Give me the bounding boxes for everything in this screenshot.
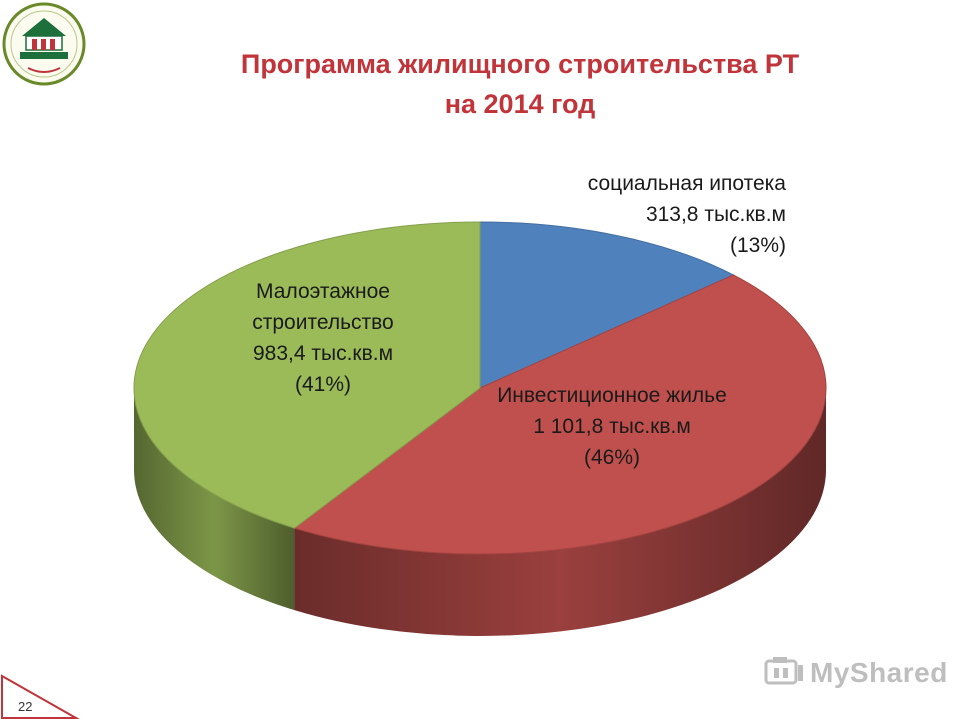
title-line-1: Программа жилищного строительства РТ [240,49,800,79]
slide-number: 22 [0,672,80,720]
pie-label-0-line-2: (13%) [730,234,786,257]
pie-side-1 [294,388,826,636]
pie-label-2-line-2: 983,4 тыс.кв.м [253,342,393,365]
title-line-2: на 2014 год [444,89,596,119]
chart-title: Программа жилищного строительства РТ на … [120,44,920,124]
watermark-text: MyShared [810,657,948,688]
pie-label-0: социальная ипотека 313,8 тыс.кв.м (13%) [588,172,787,257]
pie-slices [133,221,827,636]
ministry-logo [2,2,86,86]
pie-label-0-line-1: 313,8 тыс.кв.м [646,203,786,226]
pie-side-2 [133,388,295,611]
pie-slice-2 [133,221,481,529]
pie-label-2: Малоэтажное строительство 983,4 тыс.кв.м (4… [252,280,393,396]
pie-slice-1 [293,274,827,555]
pie-label-2-line-0: Малоэтажное [256,280,390,303]
watermark: MyShared [764,652,948,694]
pie-label-1-line-2: (46%) [584,446,640,469]
pie-label-2-line-1: строительство [252,311,393,334]
pie-labels: социальная ипотека 313,8 тыс.кв.м (13%) Инв… [252,172,786,469]
pie-label-1: Инвестиционное жилье 1 101,8 тыс.кв.м (46%… [497,384,727,469]
pie-label-0-line-0: социальная ипотека [588,172,787,195]
pie-label-1-line-0: Инвестиционное жилье [497,384,727,407]
corner-triangle [1,674,80,719]
watermark-icon [764,657,803,685]
pie-label-2-line-3: (41%) [295,373,351,396]
pie-slice-0 [479,221,735,389]
slide-number-text: 22 [18,699,33,714]
pie-label-1-line-1: 1 101,8 тыс.кв.м [533,415,691,438]
